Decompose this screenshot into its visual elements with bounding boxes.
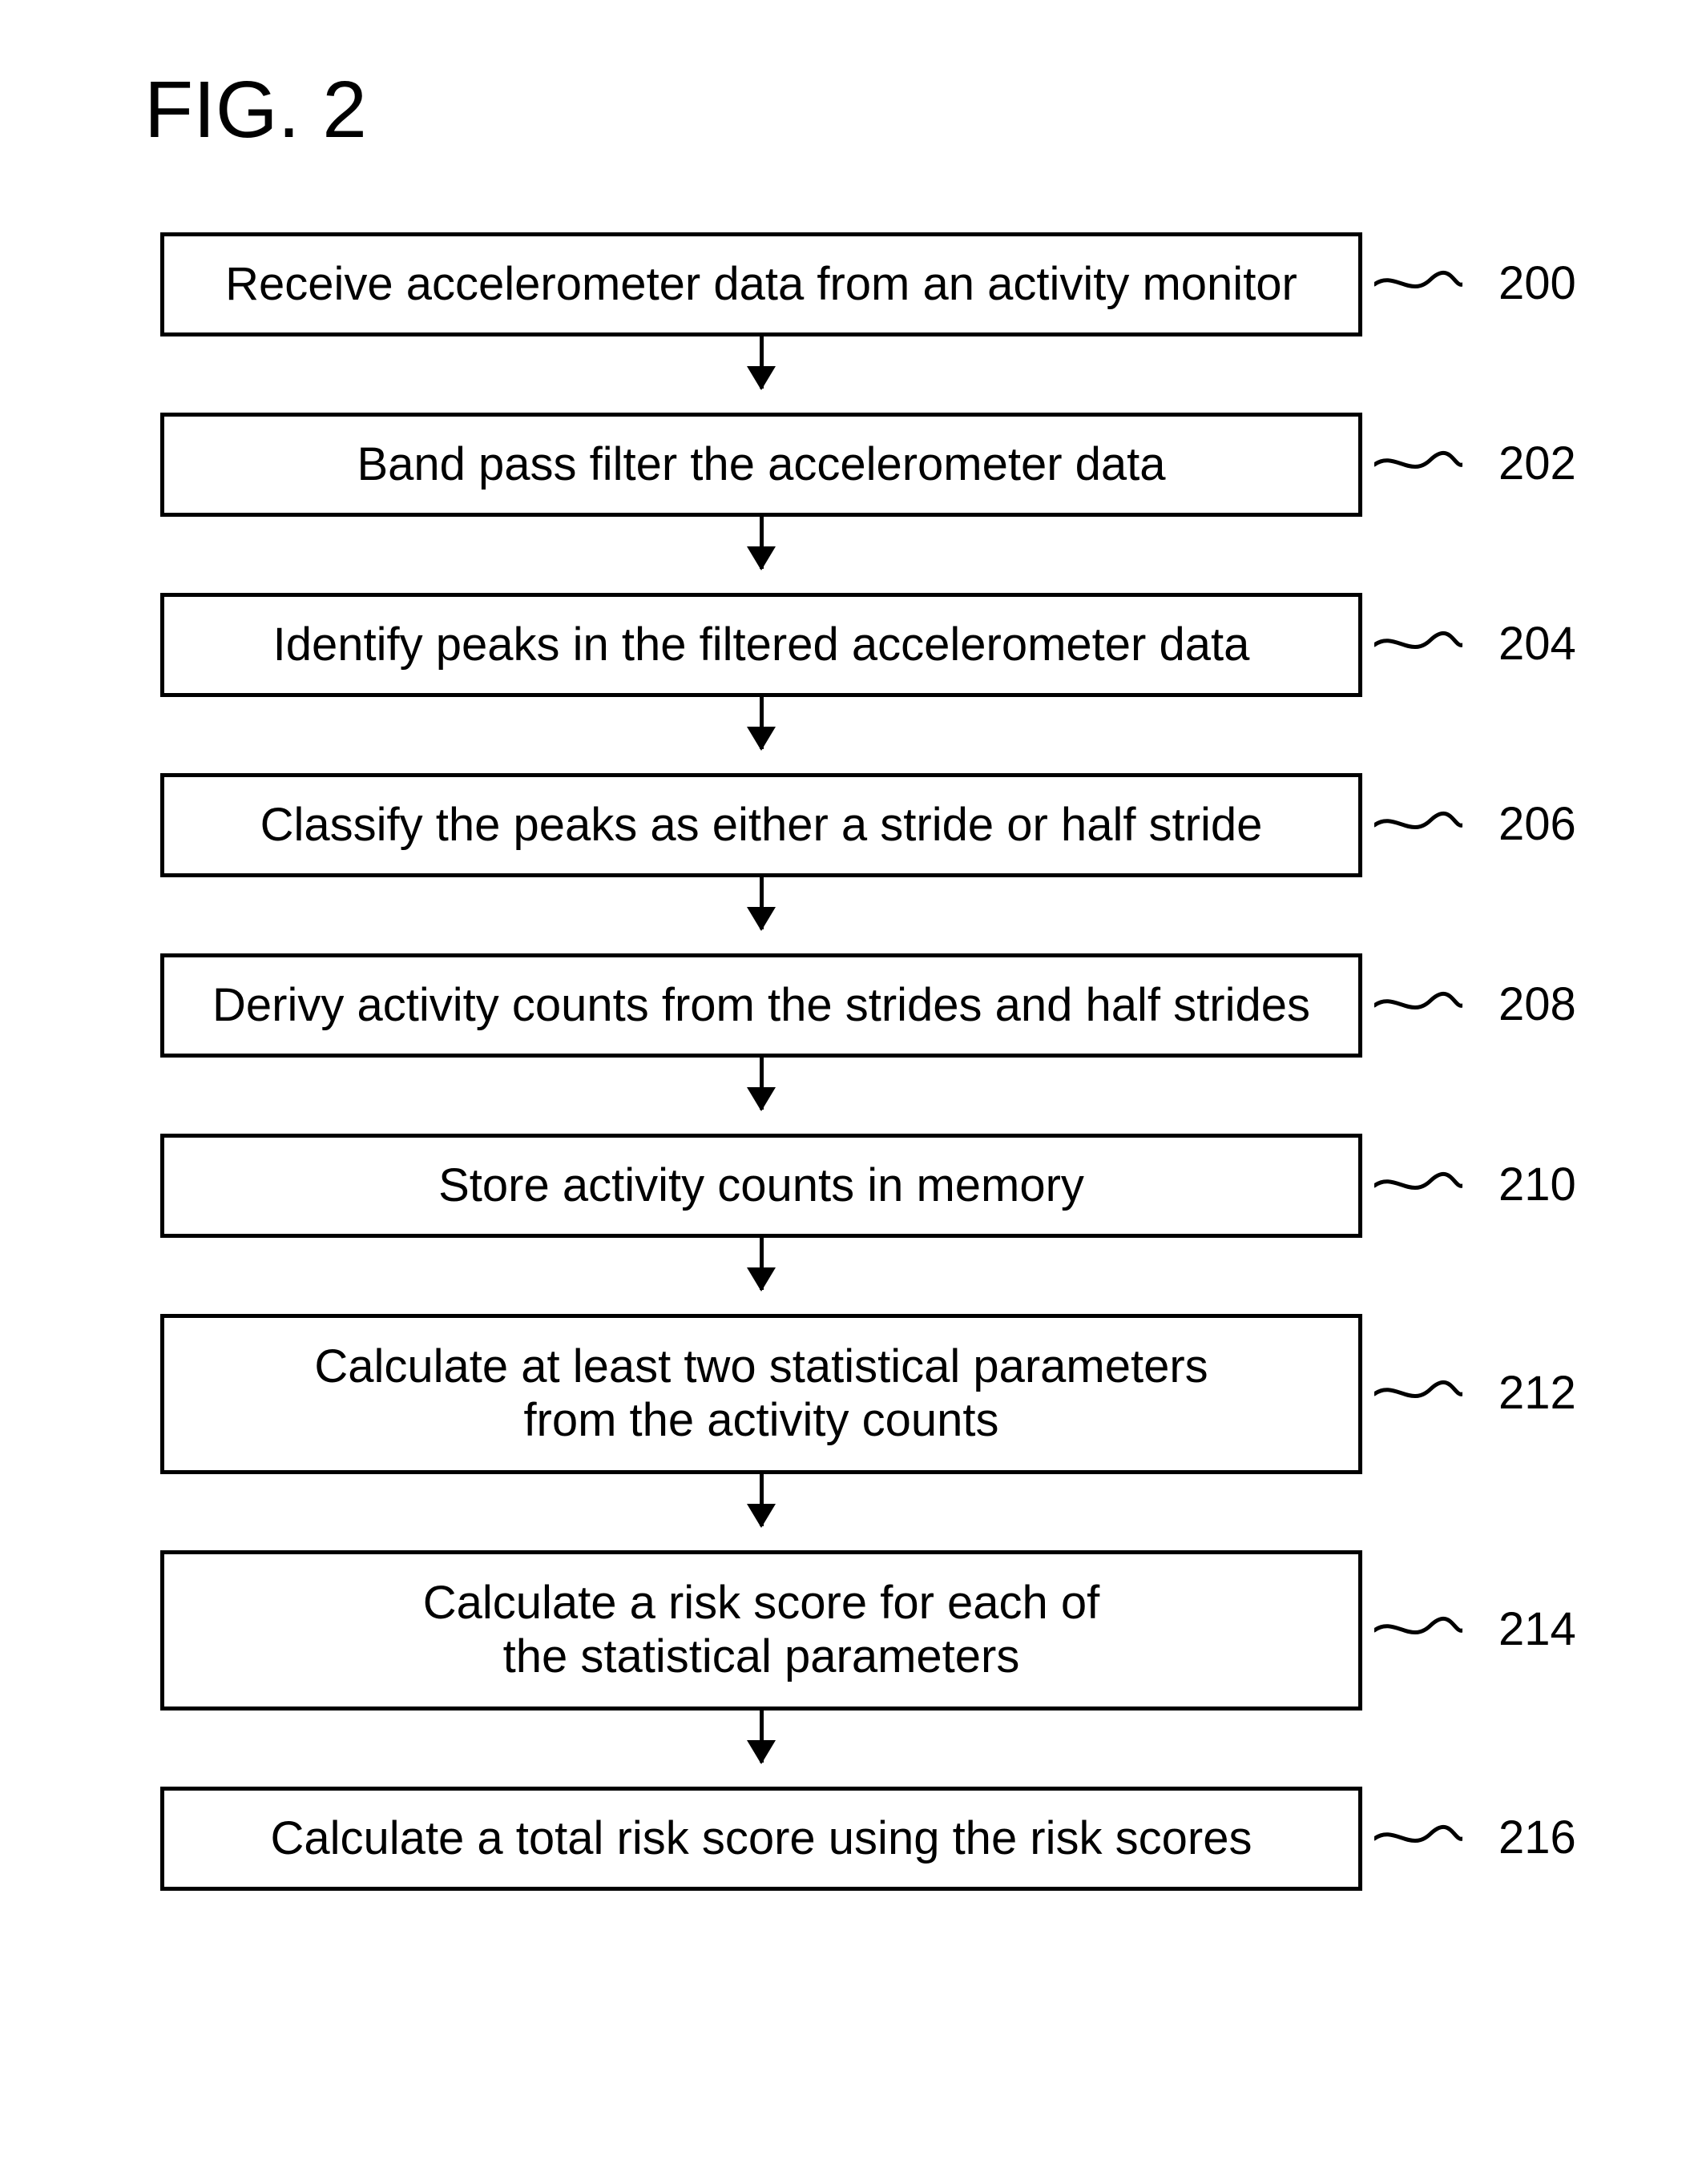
flow-step-text: Derivy activity counts from the strides … bbox=[212, 979, 1310, 1033]
flow-step-box: Calculate a risk score for each ofthe st… bbox=[160, 1550, 1362, 1711]
step-reference-number: 216 bbox=[1498, 1811, 1576, 1864]
step-reference-number: 214 bbox=[1498, 1602, 1576, 1656]
flow-arrow bbox=[160, 877, 1362, 953]
arrow-shaft bbox=[760, 1238, 764, 1290]
flow-step-box: Band pass filter the accelerometer data bbox=[160, 413, 1362, 517]
flow-arrow bbox=[160, 1238, 1362, 1314]
lead-line-squiggle bbox=[1374, 1819, 1462, 1859]
arrow-shaft bbox=[760, 1711, 764, 1763]
arrow-shaft bbox=[760, 336, 764, 389]
arrow-shaft bbox=[760, 1058, 764, 1110]
flow-arrow bbox=[160, 697, 1362, 773]
flow-step-box: Calculate at least two statistical param… bbox=[160, 1314, 1362, 1474]
flow-step: Identify peaks in the filtered accelerom… bbox=[160, 593, 1362, 697]
flow-step-text: Classify the peaks as either a stride or… bbox=[260, 799, 1263, 852]
flow-step: Calculate a risk score for each ofthe st… bbox=[160, 1550, 1362, 1711]
lead-line-squiggle bbox=[1374, 1374, 1462, 1414]
lead-line-squiggle bbox=[1374, 625, 1462, 665]
flow-arrow bbox=[160, 517, 1362, 593]
flow-step: Calculate at least two statistical param… bbox=[160, 1314, 1362, 1474]
flow-step-text: Calculate a total risk score using the r… bbox=[271, 1812, 1252, 1866]
flow-step-box: Identify peaks in the filtered accelerom… bbox=[160, 593, 1362, 697]
step-reference-number: 206 bbox=[1498, 797, 1576, 851]
flow-step: Classify the peaks as either a stride or… bbox=[160, 773, 1362, 877]
figure-title: FIG. 2 bbox=[144, 64, 367, 156]
flow-step-text: Store activity counts in memory bbox=[438, 1159, 1084, 1213]
flow-step-text: Receive accelerometer data from an activ… bbox=[225, 258, 1297, 312]
flow-step-box: Receive accelerometer data from an activ… bbox=[160, 232, 1362, 336]
step-reference-number: 204 bbox=[1498, 617, 1576, 671]
flow-step: Calculate a total risk score using the r… bbox=[160, 1787, 1362, 1891]
flow-arrow bbox=[160, 1711, 1362, 1787]
flow-step-box: Classify the peaks as either a stride or… bbox=[160, 773, 1362, 877]
flow-step-text: Identify peaks in the filtered accelerom… bbox=[273, 619, 1250, 672]
flow-step-text: Calculate at least two statistical param… bbox=[314, 1340, 1208, 1394]
flow-step-text: from the activity counts bbox=[523, 1394, 998, 1448]
step-reference-number: 200 bbox=[1498, 256, 1576, 310]
lead-line-squiggle bbox=[1374, 445, 1462, 485]
arrow-shaft bbox=[760, 1474, 764, 1526]
flow-step: Band pass filter the accelerometer data bbox=[160, 413, 1362, 517]
flow-step-box: Derivy activity counts from the strides … bbox=[160, 953, 1362, 1058]
flowchart-container: Receive accelerometer data from an activ… bbox=[160, 232, 1362, 1891]
arrow-shaft bbox=[760, 517, 764, 569]
lead-line-squiggle bbox=[1374, 985, 1462, 1026]
step-reference-number: 208 bbox=[1498, 977, 1576, 1031]
flow-step-text: Band pass filter the accelerometer data bbox=[357, 438, 1165, 492]
lead-line-squiggle bbox=[1374, 1166, 1462, 1206]
lead-line-squiggle bbox=[1374, 805, 1462, 845]
step-reference-number: 202 bbox=[1498, 437, 1576, 490]
lead-line-squiggle bbox=[1374, 1610, 1462, 1650]
flow-arrow bbox=[160, 1474, 1362, 1550]
arrow-shaft bbox=[760, 877, 764, 929]
flow-step: Derivy activity counts from the strides … bbox=[160, 953, 1362, 1058]
step-reference-number: 210 bbox=[1498, 1158, 1576, 1211]
lead-line-squiggle bbox=[1374, 264, 1462, 304]
flow-arrow bbox=[160, 1058, 1362, 1134]
step-reference-number: 212 bbox=[1498, 1366, 1576, 1420]
arrow-shaft bbox=[760, 697, 764, 749]
flow-step-box: Store activity counts in memory bbox=[160, 1134, 1362, 1238]
flow-step-text: Calculate a risk score for each of bbox=[423, 1577, 1100, 1630]
flow-step: Receive accelerometer data from an activ… bbox=[160, 232, 1362, 336]
flow-step: Store activity counts in memory bbox=[160, 1134, 1362, 1238]
flow-step-box: Calculate a total risk score using the r… bbox=[160, 1787, 1362, 1891]
flow-arrow bbox=[160, 336, 1362, 413]
flow-step-text: the statistical parameters bbox=[503, 1630, 1020, 1684]
